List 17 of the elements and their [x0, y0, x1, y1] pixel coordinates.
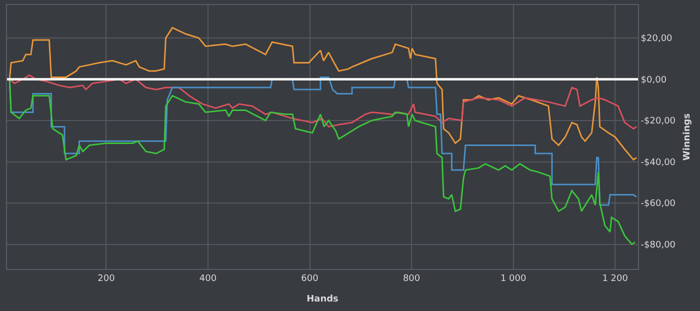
x-tick-label: 1 200: [602, 274, 628, 284]
x-tick-label: 200: [98, 274, 116, 284]
y-tick-label: -$40,00: [640, 158, 676, 168]
y-tick-label: -$20,00: [640, 116, 676, 127]
x-tick-label: 400: [199, 274, 217, 284]
line-series: [8, 74, 638, 130]
x-tick-label: 1 000: [500, 274, 526, 284]
y-tick-label: $20,00: [640, 34, 673, 44]
x-tick-label: 600: [301, 274, 319, 284]
line-series: [8, 78, 636, 245]
y-tick-label: $0,00: [640, 75, 667, 86]
y-axis-title: Winnings: [682, 113, 693, 161]
y-tick-label: -$60,00: [640, 199, 676, 210]
line-series: [8, 26, 638, 160]
y-tick-label: -$80,00: [640, 240, 676, 250]
x-axis-title: Hands: [306, 294, 338, 305]
x-tick-label: 800: [402, 274, 420, 284]
